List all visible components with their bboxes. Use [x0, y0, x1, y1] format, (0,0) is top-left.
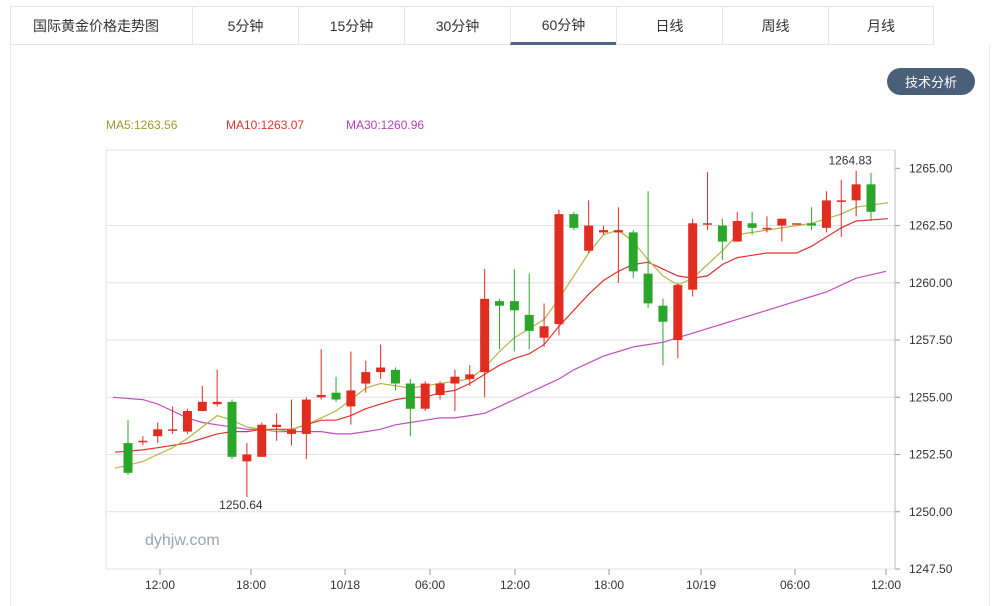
moving-average-lines	[112, 202, 889, 469]
low-annotation: 1250.64	[219, 498, 263, 512]
candle-body	[762, 227, 772, 230]
candle-body	[613, 230, 623, 233]
x-tick-label: 18:00	[236, 578, 266, 592]
candle-body	[212, 401, 222, 405]
candle-body	[450, 376, 460, 384]
x-tick-label: 12:00	[145, 578, 175, 592]
x-tick-label: 10/18	[330, 578, 360, 592]
candle-body	[836, 200, 846, 202]
candle-body	[703, 223, 713, 225]
candle-body	[599, 230, 609, 233]
tab-15min[interactable]: 15分钟	[298, 6, 404, 45]
x-axis: 12:00 18:00 10/18 06:00 12:00 18:00 10/19 06:00…	[145, 569, 901, 592]
y-tick-label: 1247.50	[909, 562, 953, 576]
grid-lines	[106, 225, 895, 513]
ma5-line	[114, 202, 889, 469]
candle-body	[717, 225, 727, 242]
x-tick-label: 10/19	[686, 578, 716, 592]
tab-60min[interactable]: 60分钟	[510, 6, 616, 45]
x-tick-label: 06:00	[415, 578, 445, 592]
candle-body	[168, 429, 178, 431]
candles	[123, 170, 876, 498]
y-tick-label: 1255.00	[909, 390, 953, 404]
candle-body	[658, 305, 668, 322]
x-tick-label: 12:00	[500, 578, 530, 592]
candle-body	[554, 214, 564, 325]
candle-body	[673, 285, 683, 341]
ma10-line	[114, 218, 889, 453]
candle-body	[569, 214, 579, 228]
candle-body	[524, 314, 534, 331]
candle-body	[465, 374, 475, 379]
candle-body	[390, 369, 400, 384]
candle-body	[584, 225, 594, 251]
candle-body	[242, 454, 252, 462]
y-axis: 1265.00 1262.50 1260.00 1257.50 1255.00 1252.…	[894, 150, 953, 576]
tab-monthly[interactable]: 月线	[828, 6, 934, 45]
ma30-line	[112, 270, 887, 435]
x-tick-label: 06:00	[780, 578, 810, 592]
candle-body	[286, 429, 296, 434]
candle-body	[376, 367, 386, 373]
candle-body	[197, 401, 207, 412]
candle-body	[331, 392, 341, 400]
candle-body	[792, 223, 802, 225]
candle-body	[688, 223, 698, 290]
candle-body	[777, 218, 787, 226]
candle-body	[182, 411, 192, 432]
candle-body	[361, 372, 371, 384]
chart-panel	[10, 46, 990, 606]
candle-body	[435, 383, 445, 395]
candle-body	[405, 383, 415, 409]
x-tick-label: 18:00	[594, 578, 624, 592]
candle-body	[153, 429, 163, 437]
high-annotation: 1264.83	[828, 154, 872, 168]
candle-body	[821, 200, 831, 228]
candle-body	[227, 401, 237, 457]
ma5-label: MA5:1263.56	[106, 118, 178, 132]
y-tick-label: 1257.50	[909, 333, 953, 347]
candle-body	[643, 273, 653, 304]
candle-body	[123, 443, 133, 473]
candle-body	[316, 394, 326, 398]
y-tick-label: 1250.00	[909, 505, 953, 519]
candle-body	[851, 184, 861, 201]
tab-5min[interactable]: 5分钟	[192, 6, 298, 45]
candle-body	[628, 232, 638, 272]
tab-30min[interactable]: 30分钟	[404, 6, 510, 45]
candle-body	[346, 390, 356, 407]
candle-body	[420, 383, 430, 409]
candle-body	[272, 424, 282, 428]
candle-body	[509, 301, 519, 311]
candle-body	[732, 220, 742, 242]
y-tick-label: 1262.50	[909, 219, 953, 233]
period-tabs: 国际黄金价格走势图 5分钟 15分钟 30分钟 60分钟 日线 周线 月线	[10, 6, 934, 47]
candle-body	[301, 399, 311, 434]
y-tick-label: 1265.00	[909, 161, 953, 175]
y-tick-label: 1260.00	[909, 276, 953, 290]
ma10-label: MA10:1263.07	[226, 118, 305, 132]
candle-body	[866, 184, 876, 212]
technical-analysis-button[interactable]: 技术分析	[887, 68, 975, 95]
candle-body	[747, 223, 757, 228]
candle-body	[480, 298, 490, 373]
candle-body	[495, 301, 504, 306]
tab-daily[interactable]: 日线	[616, 6, 722, 45]
watermark: dyhjw.com	[145, 532, 220, 549]
tab-gold-price-chart[interactable]: 国际黄金价格走势图	[10, 6, 192, 45]
candle-body	[539, 326, 549, 338]
tab-weekly[interactable]: 周线	[722, 6, 828, 45]
candle-body	[807, 223, 817, 226]
y-tick-label: 1252.50	[909, 448, 953, 462]
ma30-label: MA30:1260.96	[346, 118, 425, 132]
candle-body	[257, 424, 267, 457]
candle-body	[138, 440, 148, 443]
x-tick-label: 12:00	[871, 578, 901, 592]
